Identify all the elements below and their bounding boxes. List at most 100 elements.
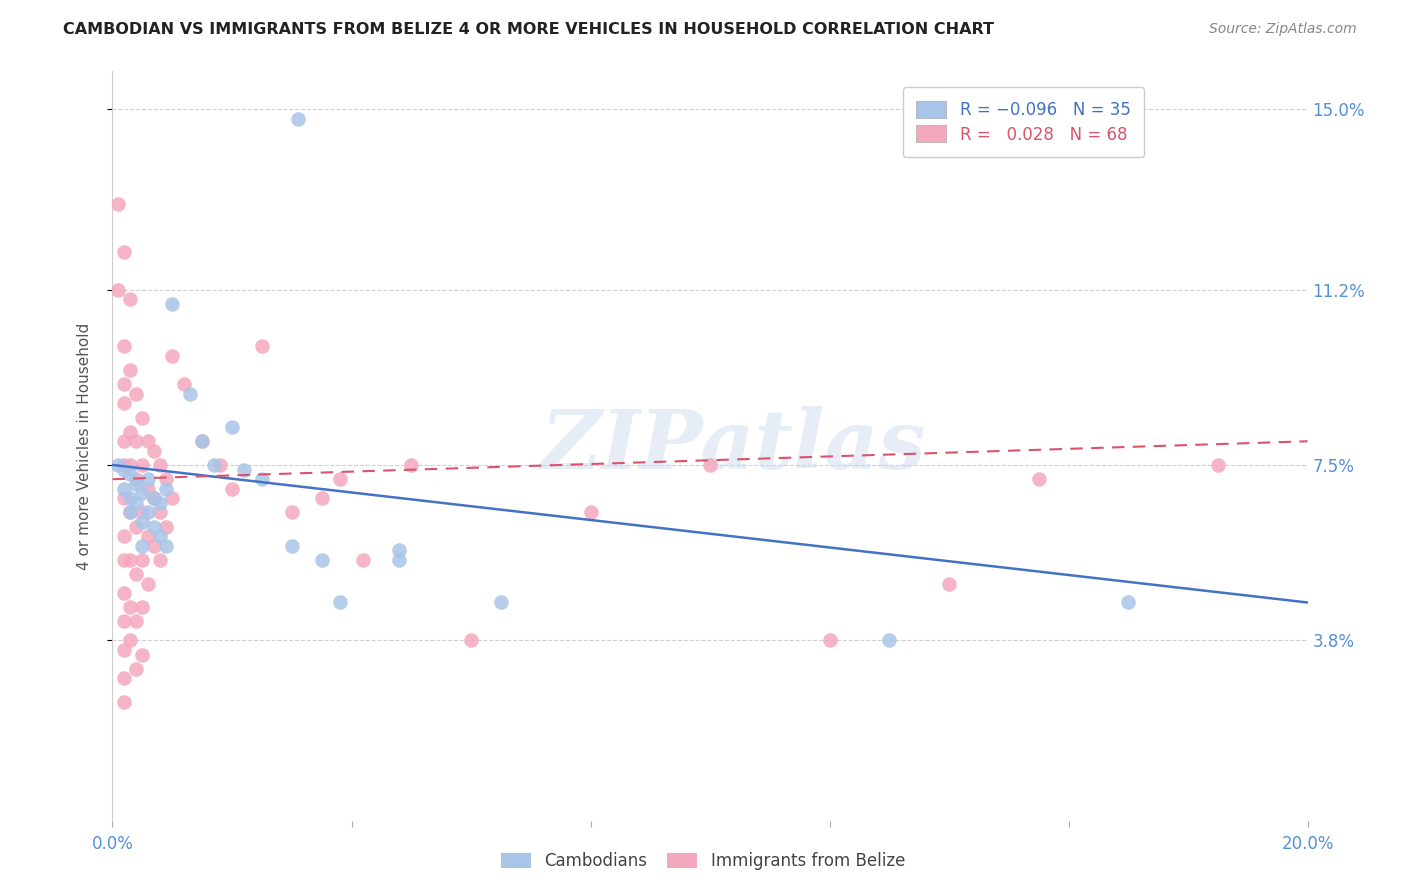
Point (287, 112, 309, 126)
Point (114, 377, 135, 392)
Point (401, 458, 423, 472)
Point (149, 496, 172, 510)
Point (114, 244, 135, 259)
Point (131, 458, 153, 472)
Point (120, 505, 142, 519)
Point (114, 491, 135, 505)
Point (149, 505, 172, 519)
Point (114, 529, 135, 543)
Point (114, 458, 135, 472)
Point (879, 633, 901, 648)
Point (120, 633, 142, 648)
Point (131, 553, 153, 567)
Point (114, 695, 135, 709)
Point (125, 519, 148, 533)
Text: CAMBODIAN VS IMMIGRANTS FROM BELIZE 4 OR MORE VEHICLES IN HOUSEHOLD CORRELATION : CAMBODIAN VS IMMIGRANTS FROM BELIZE 4 OR… (63, 22, 994, 37)
Point (143, 491, 166, 505)
Point (114, 463, 135, 477)
Point (125, 387, 148, 401)
Point (125, 434, 148, 449)
Point (107, 283, 129, 297)
Point (120, 491, 142, 505)
Point (114, 339, 135, 353)
Point (221, 482, 243, 496)
Point (143, 519, 166, 533)
Point (699, 458, 721, 472)
Point (281, 505, 304, 519)
Text: ZIPatlas: ZIPatlas (541, 406, 927, 486)
Point (125, 567, 148, 582)
Point (125, 615, 148, 629)
Point (138, 482, 160, 496)
Point (281, 539, 304, 553)
Point (131, 648, 153, 662)
Point (138, 576, 160, 591)
Point (155, 472, 177, 486)
Point (120, 553, 142, 567)
Point (114, 482, 135, 496)
Point (114, 643, 135, 657)
Point (579, 505, 602, 519)
Point (209, 458, 232, 472)
Point (250, 339, 273, 353)
Point (138, 505, 160, 519)
Point (162, 491, 183, 505)
Point (107, 458, 129, 472)
Point (138, 472, 160, 486)
Point (250, 472, 273, 486)
Point (1206, 458, 1229, 472)
Point (138, 434, 160, 449)
Point (221, 420, 243, 434)
Point (125, 662, 148, 676)
Point (120, 363, 142, 377)
Point (125, 496, 148, 510)
Text: Source: ZipAtlas.com: Source: ZipAtlas.com (1209, 22, 1357, 37)
Point (114, 396, 135, 410)
Point (489, 595, 512, 609)
Point (353, 553, 375, 567)
Point (131, 600, 153, 615)
Point (114, 434, 135, 449)
Point (120, 292, 142, 306)
Point (155, 519, 177, 533)
Point (131, 515, 153, 529)
Point (114, 553, 135, 567)
Point (131, 486, 153, 500)
Point (120, 600, 142, 615)
Point (233, 463, 256, 477)
Point (131, 410, 153, 425)
Point (162, 297, 183, 311)
Point (107, 197, 129, 211)
Point (460, 633, 482, 648)
Point (149, 529, 172, 543)
Point (125, 477, 148, 491)
Point (120, 505, 142, 519)
Legend: Cambodians, Immigrants from Belize: Cambodians, Immigrants from Belize (495, 846, 911, 877)
Point (329, 472, 352, 486)
Point (388, 543, 411, 558)
Point (138, 529, 160, 543)
Y-axis label: 4 or more Vehicles in Household: 4 or more Vehicles in Household (77, 322, 91, 570)
Point (114, 672, 135, 686)
Point (1118, 595, 1140, 609)
Point (120, 425, 142, 439)
Point (329, 595, 352, 609)
Point (149, 458, 172, 472)
Point (155, 539, 177, 553)
Point (143, 539, 166, 553)
Point (311, 491, 333, 505)
Point (173, 377, 195, 392)
Point (1028, 472, 1050, 486)
Point (162, 349, 183, 363)
Point (155, 482, 177, 496)
Point (818, 633, 841, 648)
Point (131, 539, 153, 553)
Point (143, 491, 166, 505)
Point (120, 458, 142, 472)
Point (149, 553, 172, 567)
Point (131, 505, 153, 519)
Point (202, 458, 225, 472)
Point (179, 387, 201, 401)
Point (191, 434, 214, 449)
Point (388, 553, 411, 567)
